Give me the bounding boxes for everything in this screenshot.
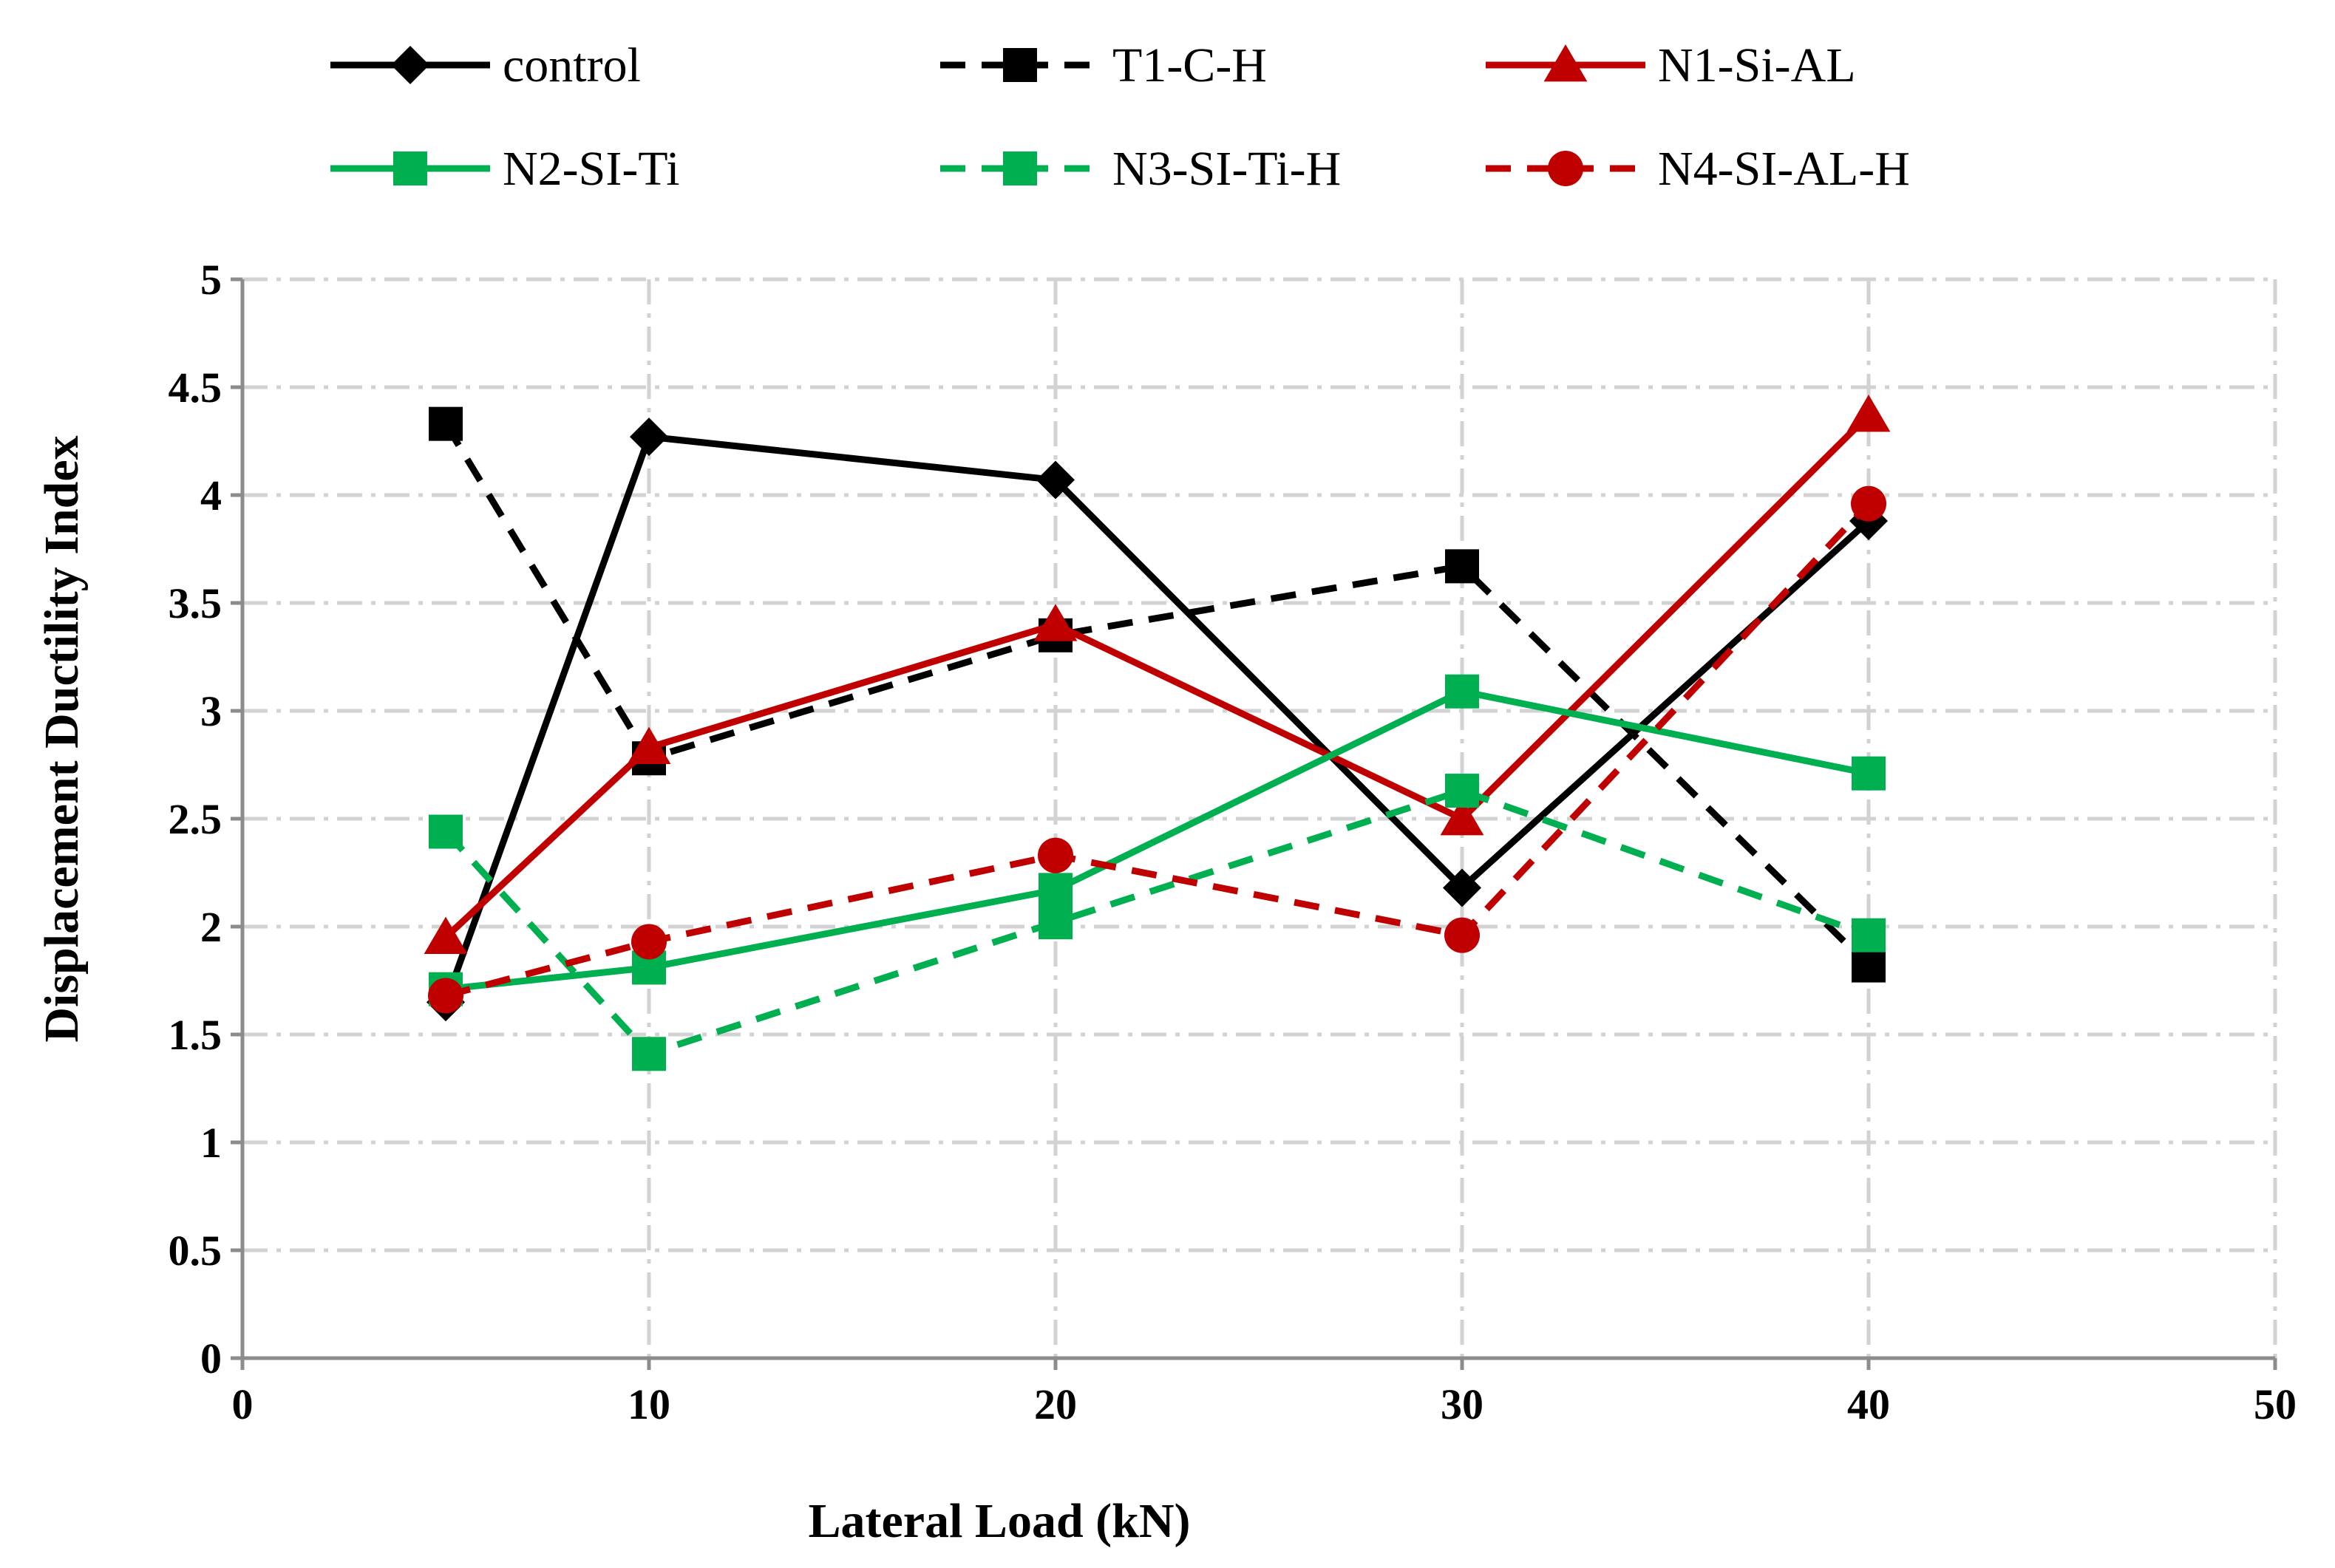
data-point-n1-si-al — [1033, 604, 1078, 641]
legend-item-n4-si-al-h: N4-SI-AL-H — [1486, 142, 1910, 196]
y-tick-label: 0 — [200, 1334, 222, 1383]
y-tick-label: 4.5 — [169, 364, 222, 412]
data-series — [424, 394, 1891, 1071]
legend-label-n3-si-ti-h: N3-SI-Ti-H — [1112, 142, 1341, 196]
legend-item-t1-c-h: T1-C-H — [940, 38, 1267, 92]
data-point-t1-c-h — [1445, 549, 1479, 584]
legend-label-n2-si-ti: N2-SI-Ti — [503, 142, 680, 196]
data-point-n4-si-al-h — [428, 978, 463, 1014]
x-axis-title: Lateral Load (kN) — [809, 1494, 1191, 1548]
data-point-n4-si-al-h — [1038, 837, 1073, 873]
legend-marker-t1-c-h — [1003, 48, 1037, 82]
data-point-n3-si-ti-h — [632, 1037, 666, 1071]
y-tick-label: 3 — [200, 687, 222, 735]
axes — [231, 277, 2277, 1370]
x-tick-label: 10 — [628, 1380, 670, 1428]
data-point-n3-si-ti-h — [429, 814, 463, 849]
data-point-n2-si-ti — [1852, 756, 1886, 791]
legend-label-n1-si-al: N1-Si-AL — [1658, 38, 1856, 92]
legend-item-n1-si-al: N1-Si-AL — [1486, 38, 1856, 92]
legend-marker-n3-si-ti-h — [1003, 151, 1037, 185]
y-tick-label: 3.5 — [169, 579, 222, 627]
legend-marker-n2-si-ti — [393, 151, 427, 185]
series-line-control — [442, 433, 1872, 1003]
y-tick-label: 0.5 — [169, 1227, 222, 1275]
data-point-control — [1036, 460, 1075, 500]
gridlines — [242, 277, 2277, 1358]
y-tick-label: 2.5 — [169, 795, 222, 843]
x-tick-label: 0 — [232, 1380, 254, 1428]
legend-marker-control — [391, 46, 429, 84]
legend-marker-n4-si-al-h — [1548, 151, 1583, 186]
data-point-n2-si-ti — [1445, 674, 1479, 709]
x-tick-label: 20 — [1034, 1380, 1077, 1428]
legend-label-n4-si-al-h: N4-SI-AL-H — [1658, 142, 1910, 196]
x-tick-label: 40 — [1847, 1380, 1890, 1428]
y-tick-label: 1.5 — [169, 1011, 222, 1059]
y-tick-label: 2 — [200, 903, 222, 951]
data-point-n3-si-ti-h — [1039, 905, 1073, 940]
data-point-t1-c-h — [1852, 948, 1886, 983]
data-point-control — [630, 417, 668, 457]
legend-label-t1-c-h: T1-C-H — [1112, 38, 1267, 92]
data-point-n4-si-al-h — [631, 924, 667, 960]
data-point-n4-si-al-h — [1444, 917, 1480, 953]
data-point-n1-si-al — [424, 916, 468, 954]
series-n4-si-al-h — [428, 485, 1886, 1014]
series-control — [426, 417, 1888, 1022]
series-n3-si-ti-h — [429, 774, 1886, 1071]
tick-labels: 00.511.522.533.544.550 10 20 30 40 50 — [169, 256, 2297, 1428]
series-n1-si-al — [424, 394, 1891, 954]
x-tick-label: 30 — [1441, 1380, 1483, 1428]
data-point-n3-si-ti-h — [1852, 918, 1886, 952]
data-point-control — [1443, 868, 1481, 907]
y-axis-title: Displacement Ductility Index — [35, 435, 89, 1042]
y-tick-label: 4 — [200, 471, 222, 519]
series-line-t1-c-h — [443, 422, 1872, 968]
legend-item-n2-si-ti: N2-SI-Ti — [330, 142, 680, 196]
data-point-t1-c-h — [429, 406, 463, 441]
legend-label-control: control — [503, 38, 641, 92]
data-point-n1-si-al — [627, 726, 671, 765]
data-point-n1-si-al — [1440, 798, 1484, 836]
x-tick-label: 50 — [2254, 1380, 2297, 1428]
legend-marker-n1-si-al — [1543, 44, 1588, 82]
legend: control T1-C-H N1-Si-AL N2-SI-Ti N3-SI-Ti-H N… — [330, 38, 1910, 196]
data-point-n3-si-ti-h — [1445, 774, 1479, 808]
legend-item-n3-si-ti-h: N3-SI-Ti-H — [940, 142, 1341, 196]
y-tick-label: 5 — [200, 256, 222, 304]
data-point-n4-si-al-h — [1851, 485, 1886, 522]
data-point-n2-si-ti — [1039, 873, 1073, 907]
legend-item-control: control — [330, 38, 641, 92]
series-line-n3-si-ti-h — [443, 787, 1870, 1057]
data-point-n1-si-al — [1846, 394, 1891, 432]
y-tick-label: 1 — [200, 1119, 222, 1167]
